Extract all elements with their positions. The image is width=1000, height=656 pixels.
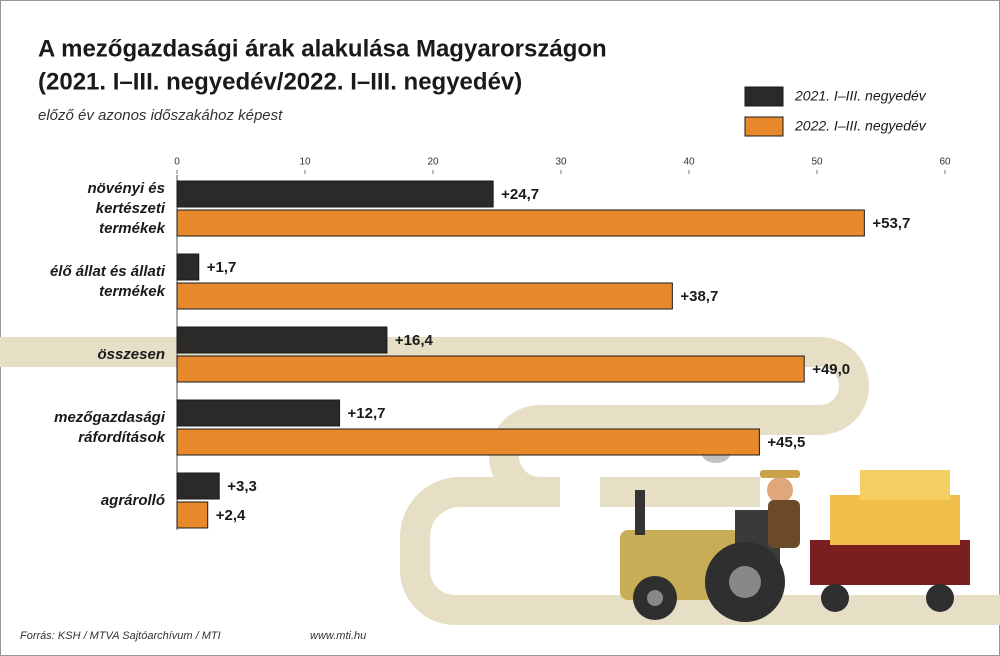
value-label: +49,0 (812, 361, 850, 378)
bar (176, 428, 760, 456)
bar (176, 180, 494, 208)
legend-label: 2022. I–III. negyedév (794, 118, 927, 134)
category-label: agrárolló (100, 491, 165, 509)
x-tick-label: 0 (174, 157, 180, 168)
x-tick-label: 40 (683, 157, 695, 168)
bar (176, 355, 805, 383)
bar (176, 399, 341, 427)
source: Forrás: KSH / MTVA Sajtóarchívum / MTI (20, 630, 221, 642)
value-label: +24,7 (501, 186, 539, 203)
value-label: +3,3 (227, 478, 257, 495)
bar (176, 282, 673, 310)
category-label: összesen (97, 345, 165, 363)
bar (176, 326, 388, 354)
x-tick-label: 60 (939, 157, 951, 168)
value-label: +38,7 (680, 288, 718, 305)
title: A mezőgazdasági árak alakulása Magyarors… (38, 35, 607, 62)
x-tick-label: 10 (299, 157, 311, 168)
legend-swatch (744, 116, 784, 137)
title: (2021. I–III. negyedév/2022. I–III. negy… (38, 68, 522, 95)
value-label: +1,7 (207, 259, 237, 276)
category-label: élő állat és állati termékek (49, 262, 165, 300)
value-label: +53,7 (872, 215, 910, 232)
bar (176, 209, 865, 237)
x-tick-label: 20 (427, 157, 439, 168)
value-label: +16,4 (395, 332, 434, 349)
bar (176, 253, 200, 281)
value-label: +12,7 (348, 405, 386, 422)
x-tick-label: 30 (555, 157, 567, 168)
road (400, 477, 1000, 625)
website: www.mti.hu (310, 630, 366, 642)
category-label: mezőgazdasági ráfordítások (54, 408, 165, 446)
value-label: +45,5 (767, 434, 805, 451)
bar (176, 472, 220, 500)
subtitle: előző év azonos időszakához képest (38, 107, 283, 124)
legend-swatch (744, 86, 784, 107)
bar (176, 501, 209, 529)
legend-label: 2021. I–III. negyedév (794, 88, 927, 104)
value-label: +2,4 (216, 507, 246, 524)
x-tick-label: 50 (811, 157, 823, 168)
category-label: növényi és kertészeti termékek (87, 179, 165, 237)
